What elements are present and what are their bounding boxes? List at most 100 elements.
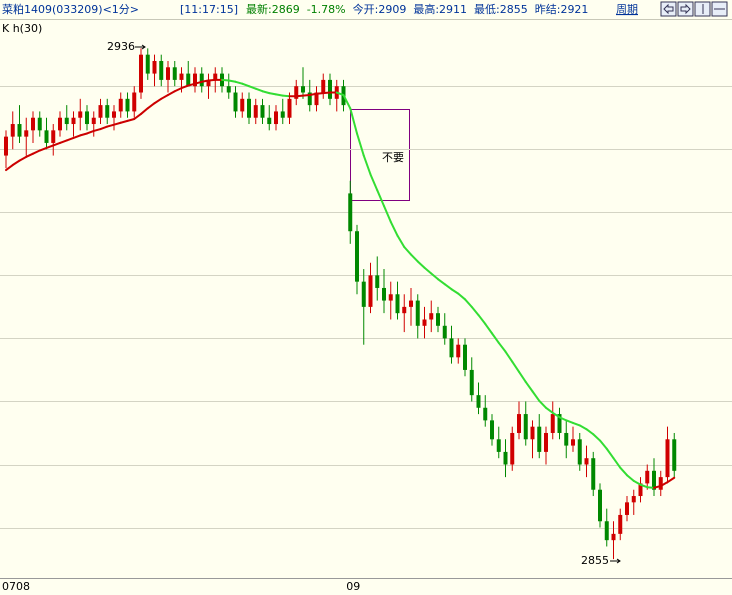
right-button[interactable] — [677, 1, 694, 17]
ma-segment — [187, 82, 196, 87]
ma-segment — [653, 484, 662, 489]
ma-segment — [5, 164, 14, 172]
quote-field: 今开:2909 — [353, 2, 407, 16]
candle-body — [422, 319, 427, 326]
ma-segment — [315, 92, 325, 95]
candle-body — [105, 105, 110, 118]
candle-body — [37, 117, 42, 131]
candle-body — [314, 92, 319, 106]
candle-body — [64, 117, 69, 125]
candle-body — [287, 98, 292, 118]
candle-body — [463, 344, 467, 370]
candle-body — [78, 111, 83, 118]
candle-body — [510, 432, 515, 465]
ma-segment — [18, 155, 28, 162]
candle-body — [672, 439, 677, 471]
candle-body — [550, 414, 555, 433]
ma-segment — [335, 91, 345, 97]
ma-segment — [376, 189, 385, 207]
candle-body — [436, 313, 440, 326]
candle-body — [645, 470, 650, 484]
candle-body — [280, 111, 285, 118]
candle-body — [44, 130, 49, 143]
ma-segment — [518, 370, 527, 383]
ma-segment — [261, 90, 271, 95]
ma-segment — [194, 80, 203, 85]
high-annotation: 2936 — [107, 40, 135, 53]
ma-segment — [639, 483, 649, 489]
quote-field: -1.78% — [307, 3, 346, 16]
candle-body — [166, 67, 170, 80]
candle-body — [321, 79, 326, 93]
candle-body — [375, 275, 380, 288]
candle-body — [388, 294, 393, 301]
ma-segment — [167, 90, 176, 97]
candle-body — [490, 420, 494, 440]
candle-body — [429, 313, 434, 320]
period-button[interactable]: 周期 — [616, 3, 638, 16]
ma-segment — [160, 94, 169, 100]
candle-body — [348, 193, 353, 232]
ma-segment — [565, 419, 574, 424]
ma-segment — [362, 154, 372, 176]
quote-field: 最高:2911 — [413, 2, 467, 16]
ma-segment — [99, 125, 109, 131]
candle-body — [307, 92, 312, 106]
ma-segment — [234, 80, 244, 85]
ma-segment — [605, 447, 615, 460]
ma-segment — [511, 360, 520, 373]
candle-body — [530, 426, 535, 440]
candle-body — [618, 514, 623, 534]
ma-segment — [25, 152, 34, 158]
candle-body — [557, 414, 562, 433]
ma-segment — [504, 350, 514, 363]
candle-body — [584, 458, 589, 465]
candle-body — [17, 124, 22, 137]
symbol: 菜粕1409(033209)<1分> — [2, 2, 139, 16]
candle-body — [652, 470, 656, 490]
ma-segment — [612, 457, 622, 469]
ma-segment — [153, 97, 163, 105]
ma-segment — [302, 94, 311, 97]
ma-segment — [619, 466, 628, 477]
right-icon — [680, 3, 691, 15]
low-annotation: 2855 — [581, 554, 609, 567]
candle-body — [665, 439, 670, 478]
left-button[interactable] — [660, 1, 677, 17]
ma-segment — [180, 84, 190, 90]
ma-segment — [45, 144, 55, 149]
candle-body — [591, 458, 596, 490]
candle-body — [71, 117, 76, 125]
ma-segment — [322, 91, 331, 95]
candle-body — [253, 105, 258, 118]
candle-body — [301, 86, 305, 93]
x-tick-label: 0708 — [2, 580, 30, 593]
candle-body — [98, 105, 103, 118]
clock: [11:17:15] — [180, 3, 238, 16]
ma-segment — [646, 486, 655, 489]
candle-body — [456, 344, 461, 358]
ma-segment — [632, 479, 642, 486]
candle-body — [193, 73, 197, 87]
candle-body — [625, 502, 629, 515]
candle-body — [179, 73, 184, 80]
ma-segment — [79, 132, 88, 137]
indicator-label: K h(30) — [2, 22, 42, 35]
ma-segment — [659, 481, 669, 487]
ma-segment — [592, 433, 601, 442]
ma-segment — [545, 406, 554, 414]
candle-body — [571, 439, 575, 446]
quote-field: 最新:2869 — [246, 2, 300, 16]
ma-segment — [491, 332, 500, 344]
ma-segment — [416, 260, 426, 269]
quote-field: 最低:2855 — [474, 3, 528, 16]
candle-body — [604, 521, 609, 541]
ma-segment — [119, 119, 129, 124]
candle-body — [132, 92, 137, 112]
candle-body — [233, 92, 238, 112]
ma-segment — [410, 253, 419, 263]
ma-segment — [133, 112, 142, 120]
candle-body — [496, 439, 501, 452]
